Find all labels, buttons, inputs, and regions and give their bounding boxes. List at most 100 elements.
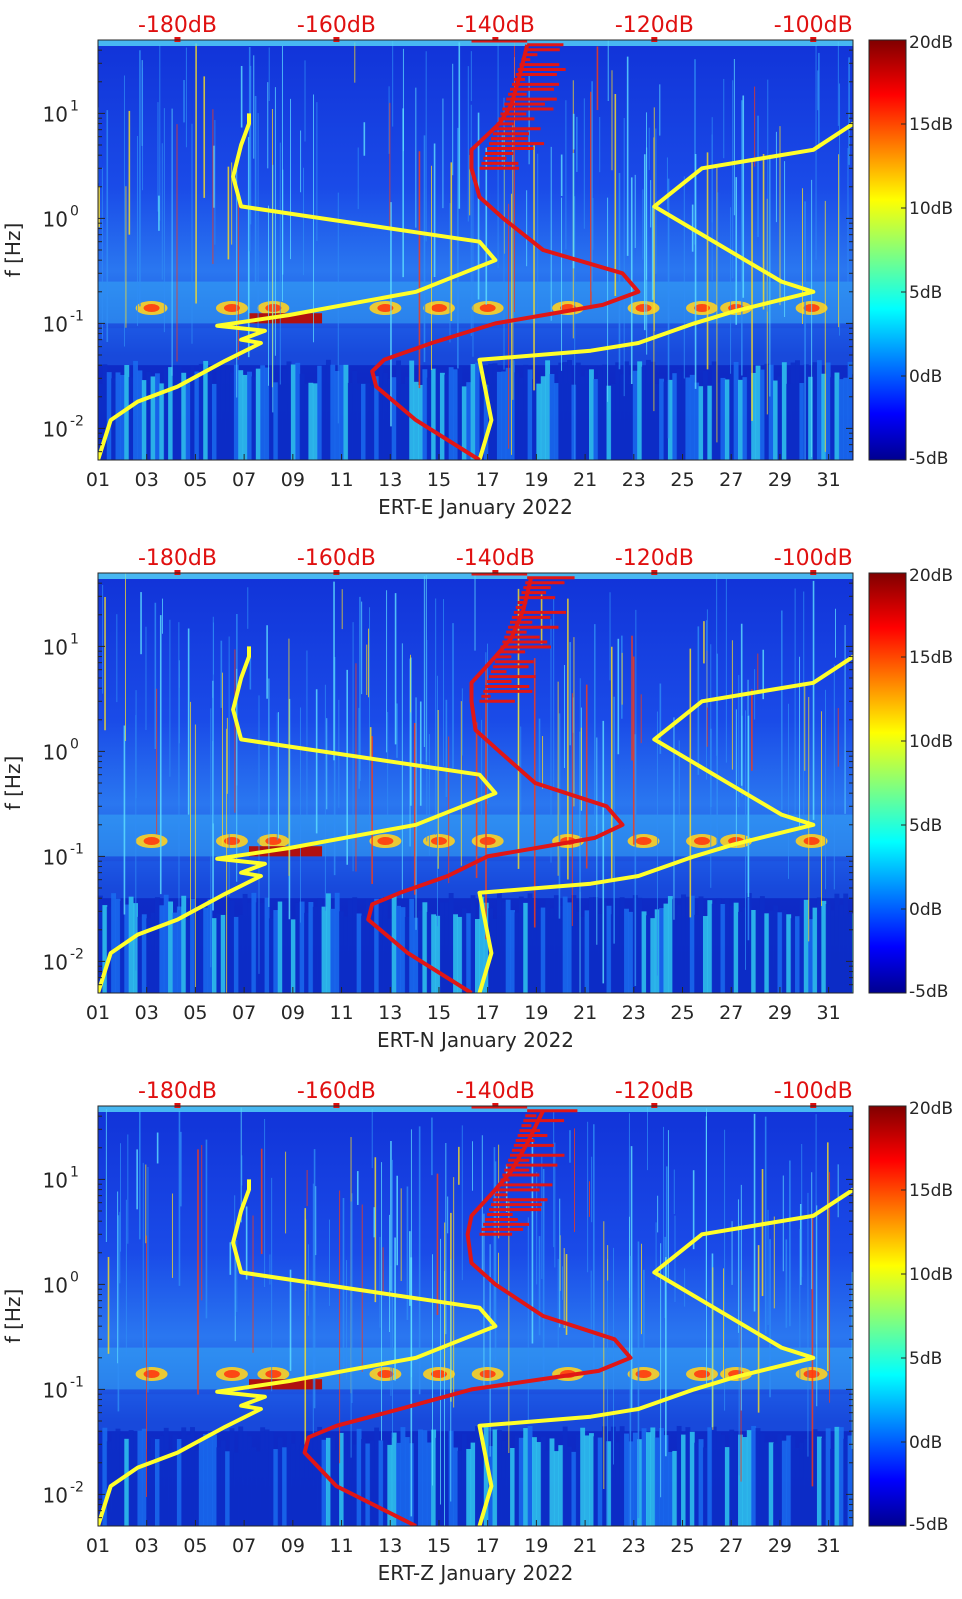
lowfreq-column bbox=[448, 367, 454, 460]
lowfreq-column bbox=[738, 911, 743, 993]
lowfreq-column bbox=[567, 902, 572, 993]
lowfreq-column bbox=[492, 363, 498, 460]
energy-blob-core bbox=[635, 837, 652, 846]
lowfreq-column bbox=[821, 373, 827, 460]
lowfreq-column bbox=[251, 376, 257, 460]
lowfreq-column bbox=[694, 382, 700, 460]
lowfreq-column bbox=[461, 1433, 467, 1526]
x-tick-label: 27 bbox=[719, 1002, 743, 1024]
lowfreq-column bbox=[751, 909, 757, 993]
lowfreq-column bbox=[496, 371, 502, 460]
lowfreq-column bbox=[518, 377, 524, 460]
lowfreq-column bbox=[286, 1432, 292, 1526]
lowfreq-column bbox=[637, 897, 643, 993]
lowfreq-column bbox=[400, 1427, 406, 1526]
lowfreq-column bbox=[773, 380, 778, 460]
energy-blob-core bbox=[265, 837, 282, 846]
lowfreq-column bbox=[501, 371, 507, 460]
lowfreq-column bbox=[808, 376, 814, 460]
lowfreq-column bbox=[707, 1427, 713, 1526]
lowfreq-column bbox=[816, 1436, 822, 1526]
lowfreq-column bbox=[286, 910, 292, 993]
lowfreq-column bbox=[654, 1437, 660, 1526]
lowfreq-column bbox=[602, 1426, 608, 1526]
y-tick-label: 10 bbox=[43, 635, 68, 659]
lowfreq-column bbox=[282, 900, 288, 993]
y-tick-exponent: 0 bbox=[70, 736, 79, 752]
lowfreq-column bbox=[387, 378, 393, 460]
lowfreq-column bbox=[663, 903, 669, 993]
lowfreq-column bbox=[527, 893, 533, 993]
lowfreq-column bbox=[172, 912, 178, 993]
lowfreq-column bbox=[387, 1444, 393, 1526]
x-tick-label: 11 bbox=[329, 1535, 353, 1557]
lowfreq-column bbox=[593, 1436, 599, 1526]
lowfreq-column bbox=[273, 382, 279, 460]
lowfreq-column bbox=[439, 1435, 445, 1526]
lowfreq-column bbox=[457, 916, 463, 993]
lowfreq-column bbox=[733, 1433, 739, 1526]
lowfreq-column bbox=[558, 362, 564, 460]
lowfreq-column bbox=[510, 910, 515, 993]
high-freq-band bbox=[98, 1106, 853, 1112]
lowfreq-column bbox=[812, 1429, 818, 1526]
lowfreq-column bbox=[168, 1449, 174, 1526]
lowfreq-column bbox=[781, 1440, 787, 1526]
x-tick-label: 17 bbox=[476, 1535, 500, 1557]
lowfreq-column bbox=[133, 360, 138, 460]
lowfreq-column bbox=[124, 1438, 130, 1526]
lowfreq-column bbox=[321, 906, 327, 993]
lowfreq-column bbox=[637, 1439, 643, 1526]
lowfreq-column bbox=[505, 1439, 511, 1526]
lowfreq-column bbox=[247, 1436, 252, 1526]
lowfreq-column bbox=[141, 380, 147, 460]
colorbar-tick-label: 0dB bbox=[909, 1433, 942, 1453]
lowfreq-column bbox=[159, 383, 165, 460]
lowfreq-column bbox=[369, 385, 375, 460]
y-tick-exponent: 1 bbox=[70, 1164, 79, 1180]
lowfreq-column bbox=[251, 1447, 257, 1526]
lowfreq-column bbox=[838, 379, 844, 460]
x-tick-label: 07 bbox=[232, 1002, 256, 1024]
lowfreq-column bbox=[106, 1441, 112, 1526]
lowfreq-column bbox=[369, 1440, 375, 1526]
lowfreq-column bbox=[317, 1426, 323, 1526]
lowfreq-column bbox=[580, 917, 586, 993]
x-tick-label: 25 bbox=[670, 469, 694, 491]
lowfreq-column bbox=[150, 912, 156, 993]
lowfreq-column bbox=[264, 367, 270, 460]
lowfreq-column bbox=[141, 1428, 147, 1526]
lowfreq-column bbox=[475, 362, 480, 460]
x-tick-label: 31 bbox=[817, 469, 841, 491]
lowfreq-column bbox=[475, 919, 480, 993]
lowfreq-column bbox=[838, 904, 844, 993]
lowfreq-column bbox=[733, 902, 739, 993]
x-tick-label: 29 bbox=[768, 469, 792, 491]
lowfreq-column bbox=[834, 372, 840, 460]
lowfreq-column bbox=[470, 364, 476, 460]
x-tick-label: 21 bbox=[573, 469, 597, 491]
y-tick-label: 10 bbox=[43, 417, 68, 441]
lowfreq-column bbox=[176, 1438, 182, 1526]
lowfreq-column bbox=[808, 919, 814, 993]
lowfreq-column bbox=[317, 365, 323, 460]
energy-blob-core bbox=[803, 837, 820, 846]
lowfreq-column bbox=[510, 360, 515, 460]
lowfreq-column bbox=[786, 1435, 792, 1526]
lowfreq-column bbox=[527, 369, 533, 460]
lowfreq-column bbox=[720, 377, 726, 460]
lowfreq-column bbox=[650, 1427, 656, 1526]
lowfreq-column bbox=[689, 374, 695, 460]
lowfreq-column bbox=[391, 1432, 397, 1526]
lowfreq-column bbox=[685, 377, 691, 460]
lowfreq-column bbox=[575, 362, 581, 460]
x-tick-label: 03 bbox=[135, 469, 159, 491]
lowfreq-column bbox=[238, 1426, 244, 1526]
y-tick-label: 10 bbox=[43, 207, 68, 231]
lowfreq-column bbox=[702, 1447, 708, 1526]
lowfreq-column bbox=[768, 364, 774, 460]
storm-event bbox=[249, 1379, 323, 1390]
lowfreq-column bbox=[479, 372, 485, 460]
lowfreq-column bbox=[702, 370, 708, 460]
spectrogram-heatmap bbox=[98, 1106, 853, 1526]
